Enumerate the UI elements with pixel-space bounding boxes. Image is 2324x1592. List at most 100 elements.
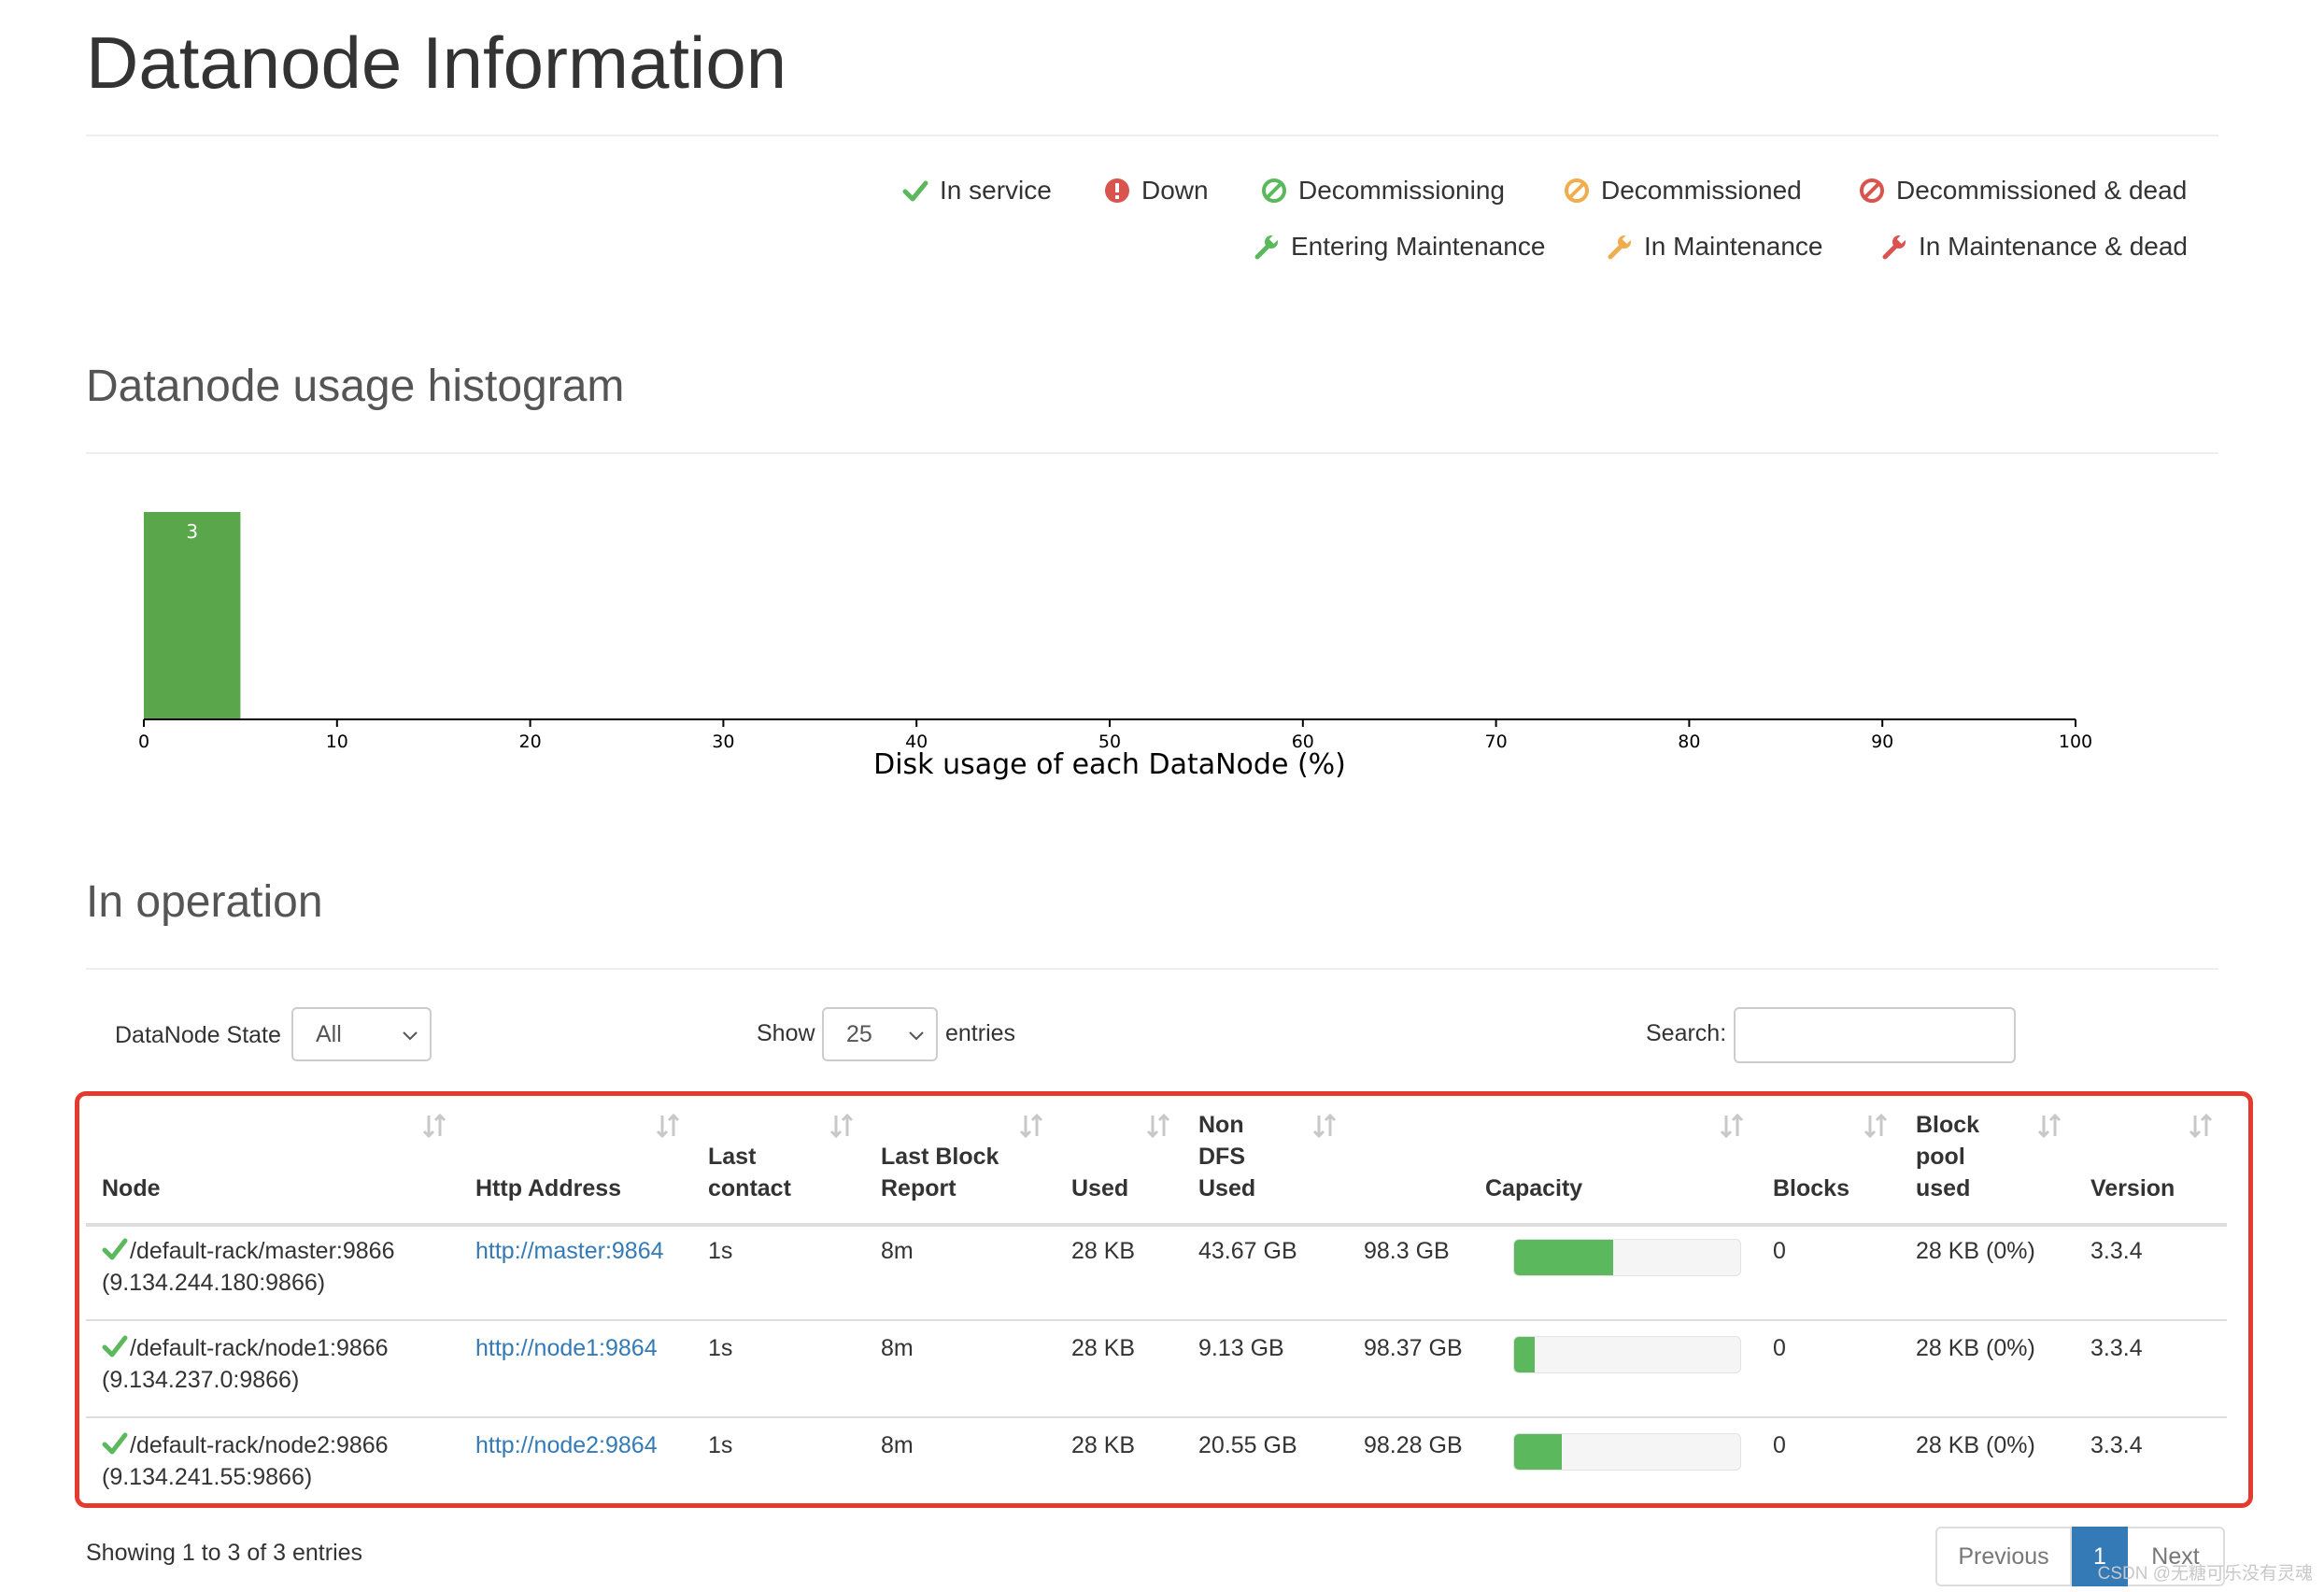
col-last-block-report[interactable]: Last Block Report (881, 1144, 999, 1201)
x-axis-tick-label: 50 (1098, 732, 1121, 752)
wrench-icon (1608, 235, 1632, 260)
previous-button[interactable]: Previous (1935, 1527, 2072, 1586)
legend-decommissioned: Decommissioned (1564, 176, 1802, 206)
legend-decommissioned-dead: Decommissioned & dead (1859, 176, 2187, 206)
last-block-report: 8m (881, 1335, 914, 1361)
sort-icon[interactable] (829, 1112, 855, 1140)
non-dfs-used: 9.13 GB (1198, 1335, 1284, 1361)
show-label: Show (757, 1020, 815, 1046)
wrench-icon (1254, 235, 1279, 260)
http-address-link[interactable]: http://master:9864 (475, 1238, 664, 1264)
sort-icon[interactable] (1863, 1112, 1889, 1140)
check-icon (102, 1432, 128, 1455)
sort-icon[interactable] (2188, 1112, 2214, 1140)
next-button[interactable]: Next (2128, 1527, 2225, 1586)
check-icon (102, 1335, 128, 1357)
row-divider (86, 1416, 2227, 1418)
blocks: 0 (1773, 1335, 1786, 1361)
col-version[interactable]: Version (2090, 1175, 2175, 1201)
ban-icon (1262, 178, 1286, 203)
table-row-node: /default-rack/master:9866 (9.134.244.180… (102, 1238, 395, 1296)
table-highlight (75, 1091, 2253, 1508)
ban-icon (1565, 178, 1589, 203)
sort-icon[interactable] (655, 1112, 681, 1140)
check-icon (902, 180, 928, 202)
sort-icon[interactable] (1311, 1112, 1338, 1140)
x-axis-tick-label: 70 (1485, 732, 1508, 752)
version: 3.3.4 (2090, 1432, 2143, 1458)
last-contact: 1s (708, 1335, 733, 1361)
block-pool-used: 28 KB (0%) (1916, 1335, 2035, 1361)
x-axis-tick-label: 10 (326, 732, 348, 752)
capacity-value: 98.3 GB (1364, 1238, 1450, 1264)
search-input[interactable] (1734, 1007, 2016, 1063)
operation-title: In operation (86, 877, 323, 927)
sort-icon[interactable] (1145, 1112, 1171, 1140)
legend-in-service: In service (902, 176, 1052, 206)
x-axis-tick-label: 20 (519, 732, 542, 752)
x-axis-tick-label: 100 (2059, 732, 2092, 752)
capacity-bar (1513, 1336, 1741, 1373)
ban-icon (1860, 178, 1884, 203)
capacity-bar (1513, 1433, 1741, 1471)
last-block-report: 8m (881, 1432, 914, 1458)
last-contact: 1s (708, 1238, 733, 1264)
page-title: Datanode Information (86, 21, 787, 104)
col-non-dfs-used[interactable]: Non DFS Used (1198, 1112, 1256, 1201)
sort-icon[interactable] (1719, 1112, 1745, 1140)
col-capacity[interactable]: Capacity (1485, 1175, 1583, 1201)
page-1-button[interactable]: 1 (2072, 1527, 2128, 1586)
capacity-bar-fill (1514, 1337, 1535, 1372)
histogram-bar (144, 512, 241, 719)
col-node[interactable]: Node (102, 1175, 161, 1201)
capacity-value: 98.37 GB (1364, 1335, 1463, 1361)
blocks: 0 (1773, 1432, 1786, 1458)
table-row-node: /default-rack/node1:9866 (9.134.237.0:98… (102, 1335, 389, 1393)
col-http-address[interactable]: Http Address (475, 1175, 622, 1201)
col-blocks[interactable]: Blocks (1773, 1175, 1849, 1201)
histogram-title: Datanode usage histogram (86, 362, 625, 411)
search-label: Search: (1646, 1020, 1727, 1046)
col-last-contact[interactable]: Last contact (708, 1144, 791, 1201)
watermark: CSDN @无糖可乐没有灵魂 (2097, 1564, 2313, 1584)
table-row-node: /default-rack/node2:9866 (9.134.241.55:9… (102, 1432, 389, 1490)
page-length-select[interactable]: 25 (822, 1007, 938, 1061)
x-axis-label: Disk usage of each DataNode (%) (873, 748, 1346, 781)
col-block-pool-used[interactable]: Block pool used (1916, 1112, 1980, 1201)
sort-icon[interactable] (421, 1112, 447, 1140)
sort-icon[interactable] (2036, 1112, 2062, 1140)
table-header-divider (86, 1223, 2227, 1227)
version: 3.3.4 (2090, 1335, 2143, 1361)
last-contact: 1s (708, 1432, 733, 1458)
used: 28 KB (1071, 1432, 1136, 1458)
state-filter-label: DataNode State (115, 1022, 281, 1048)
pagination: Previous 1 Next (1935, 1527, 2225, 1586)
legend-in-maintenance: In Maintenance (1607, 232, 1822, 262)
capacity-bar (1513, 1239, 1741, 1276)
legend-entering-maintenance: Entering Maintenance (1254, 232, 1545, 262)
used: 28 KB (1071, 1238, 1136, 1264)
x-axis-tick-label: 90 (1871, 732, 1893, 752)
entries-label: entries (945, 1020, 1016, 1046)
row-divider (86, 1319, 2227, 1321)
wrench-icon (1882, 235, 1906, 260)
check-icon (102, 1238, 128, 1260)
chevron-down-icon (403, 1031, 418, 1041)
http-address-link[interactable]: http://node1:9864 (475, 1335, 658, 1361)
blocks: 0 (1773, 1238, 1786, 1264)
divider (86, 452, 2218, 454)
non-dfs-used: 43.67 GB (1198, 1238, 1297, 1264)
capacity-bar-fill (1514, 1434, 1562, 1470)
sort-icon[interactable] (1018, 1112, 1044, 1140)
legend-decommissioning: Decommissioning (1261, 176, 1505, 206)
col-used[interactable]: Used (1071, 1175, 1129, 1201)
http-address-link[interactable]: http://node2:9864 (475, 1432, 658, 1458)
x-axis-tick-label: 0 (138, 732, 149, 752)
capacity-value: 98.28 GB (1364, 1432, 1463, 1458)
version: 3.3.4 (2090, 1238, 2143, 1264)
state-filter-select[interactable]: All (291, 1007, 432, 1061)
legend-in-maintenance-dead: In Maintenance & dead (1881, 232, 2188, 262)
divider (86, 968, 2218, 970)
x-axis-tick-label: 60 (1292, 732, 1314, 752)
x-axis-tick-label: 30 (712, 732, 734, 752)
